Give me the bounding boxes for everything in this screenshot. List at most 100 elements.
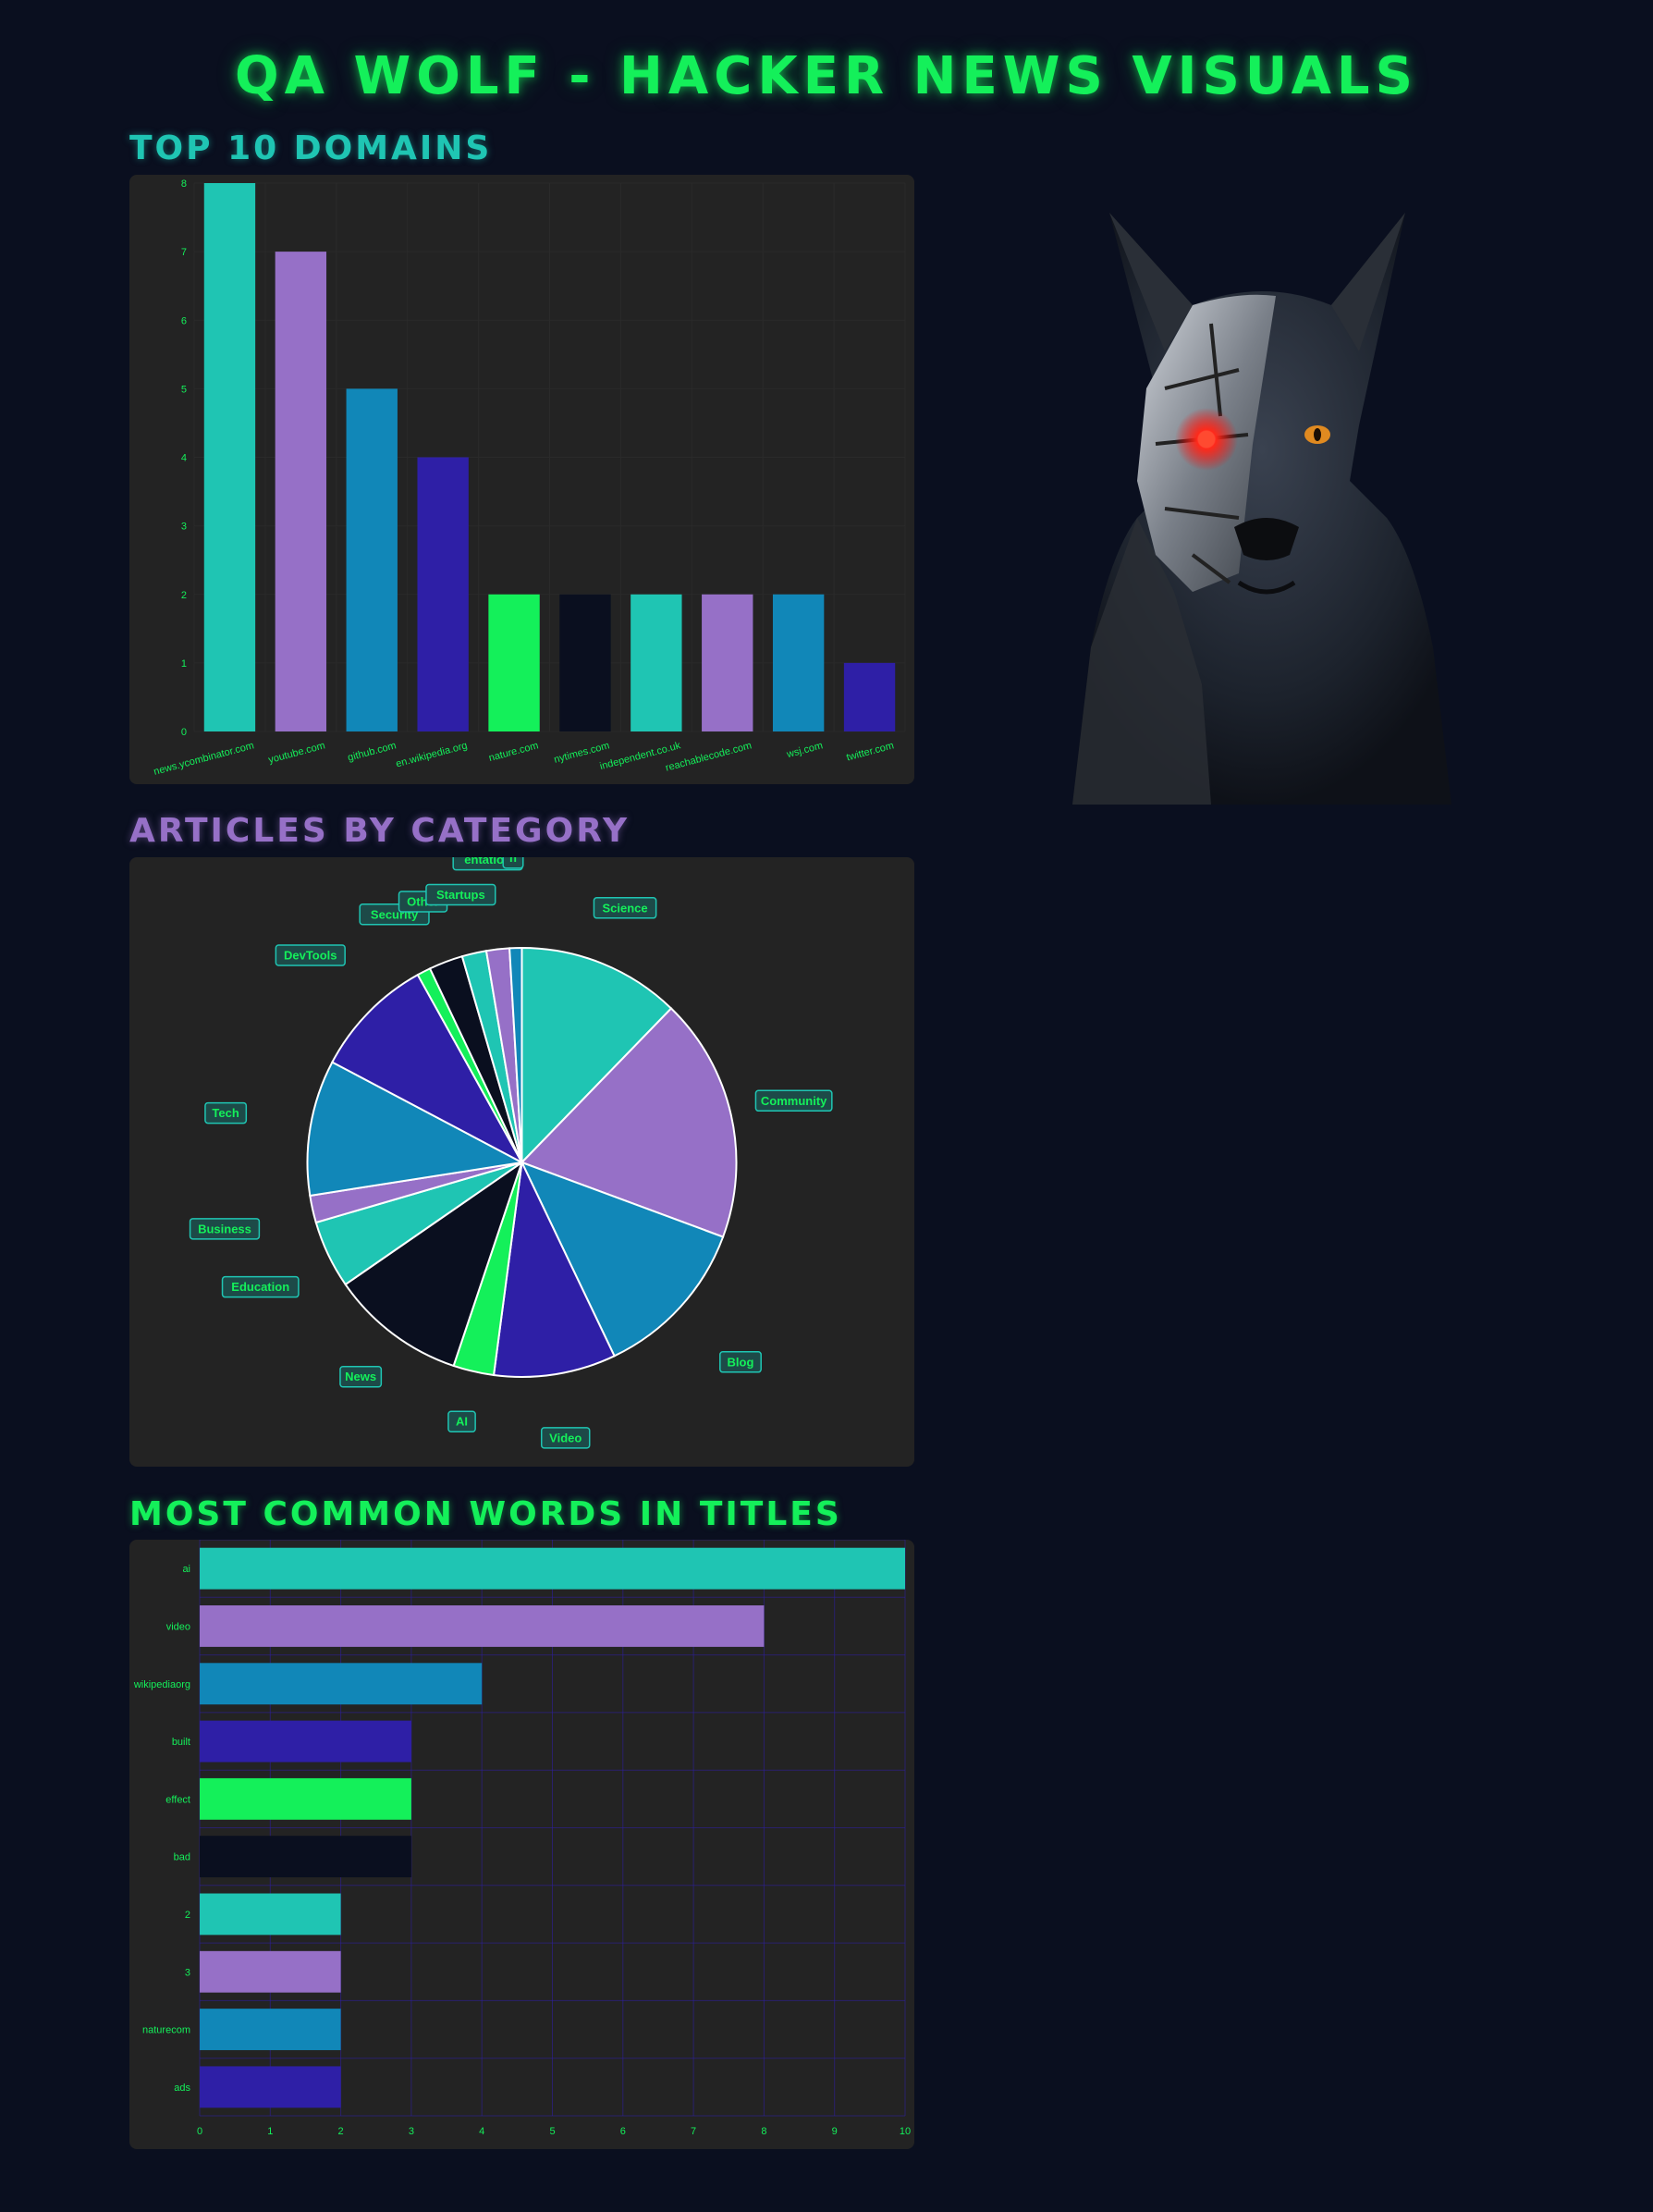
words-chart-panel: 0 1 2 3 4 5 6 7 8 9 10 ai video wikipediaorg built effe…	[129, 1540, 914, 2149]
bar	[200, 1547, 905, 1590]
y-tick-label: 7	[181, 247, 187, 258]
x-tick-label: 10	[900, 2126, 911, 2137]
pie-label-box	[425, 883, 496, 906]
y-tick-label: video	[166, 1621, 190, 1632]
pie-slice	[306, 1061, 525, 1198]
bar	[200, 1836, 411, 1878]
pie-label: Education	[231, 1280, 289, 1294]
y-tick-label: 8	[181, 178, 187, 190]
y-tick-label: 4	[181, 453, 187, 464]
pie-label: Blog	[728, 1355, 754, 1369]
y-tick-label: effect	[165, 1794, 190, 1805]
x-tick-label: news.ycombinator.com	[153, 740, 255, 778]
pie-label: Community	[761, 1094, 827, 1108]
pie-label: Startups	[436, 888, 485, 902]
bar	[559, 594, 611, 731]
bar	[417, 457, 469, 731]
pie-label-box	[754, 1089, 833, 1112]
pie-slice	[492, 1159, 616, 1378]
bar	[200, 1720, 411, 1763]
categories-pie-chart: Science Community Blog Video AI News Education…	[189, 857, 833, 1449]
y-tick-label: naturecom	[142, 2025, 190, 2036]
pie-label: Video	[549, 1431, 582, 1444]
pie-slice	[520, 946, 673, 1165]
x-tick-label: 5	[549, 2126, 555, 2137]
y-tick-label: ads	[174, 2083, 190, 2094]
pie-slice	[520, 1007, 738, 1238]
cyborg-wolf-image	[1054, 203, 1470, 805]
pie-slice	[520, 1161, 725, 1358]
x-tick-label: 4	[479, 2126, 484, 2137]
y-tick-label: 0	[181, 727, 187, 738]
x-tick-label: 1	[267, 2126, 273, 2137]
bar	[702, 594, 753, 731]
x-tick-label: 8	[761, 2126, 766, 2137]
pie-slice	[331, 973, 525, 1165]
categories-chart-panel: Science Community Blog Video AI News Education…	[129, 857, 914, 1467]
bar	[200, 2009, 341, 2050]
x-tick-label: 7	[691, 2126, 696, 2137]
y-tick-label: bad	[174, 1852, 190, 1863]
pie-slice	[344, 1160, 524, 1368]
x-tick-label: twitter.com	[845, 740, 895, 763]
pie-label: entation	[464, 857, 511, 866]
y-tick-label: 2	[185, 1910, 190, 1921]
x-tick-label: 6	[620, 2126, 626, 2137]
pie-label: DevTools	[284, 948, 337, 962]
x-tick-label: 2	[338, 2126, 344, 2137]
y-tick-label: ai	[182, 1564, 190, 1575]
pie-label: AI	[456, 1415, 468, 1429]
y-tick-label: wikipediaorg	[133, 1679, 190, 1690]
y-tick-label: 6	[181, 315, 187, 326]
x-tick-label: 0	[197, 2126, 202, 2137]
bar	[200, 1605, 765, 1647]
pie-label: News	[345, 1370, 376, 1383]
pie-label-box	[339, 1365, 383, 1388]
words-section-title: Most Common Words in Titles	[129, 1495, 842, 1533]
domains-bar-chart: 0 1 2 3 4 5 6 7 8 news.ycombinator.com youtube.com…	[153, 178, 906, 778]
pie-label-box	[593, 897, 657, 919]
bar	[200, 2066, 341, 2108]
bar	[772, 594, 825, 731]
pie-slice	[508, 946, 523, 1163]
x-tick-label: 3	[409, 2126, 414, 2137]
domains-chart-panel: 0 1 2 3 4 5 6 7 8 news.ycombinator.com youtube.com…	[129, 175, 914, 784]
words-bar-chart: 0 1 2 3 4 5 6 7 8 9 10 ai video wikipediaorg built effe…	[133, 1540, 911, 2137]
pie-label: Science	[602, 901, 647, 915]
pie-label-box	[502, 857, 524, 869]
bar	[346, 388, 398, 731]
bar	[631, 594, 682, 731]
x-tick-label: youtube.com	[267, 740, 326, 766]
pie-label-box	[221, 1275, 300, 1298]
bar	[488, 594, 540, 731]
y-tick-label: 5	[181, 384, 187, 395]
y-tick-label: built	[172, 1737, 190, 1748]
pie-label-box	[719, 1351, 762, 1373]
x-tick-label: en.wikipedia.org	[395, 740, 469, 769]
pie-label-box	[204, 1101, 248, 1124]
categories-section-title: Articles by Category	[129, 812, 631, 850]
bar	[200, 1777, 411, 1820]
y-tick-label: 2	[181, 590, 187, 601]
pie-label-box	[189, 1218, 261, 1240]
y-tick-label: 3	[185, 1967, 190, 1978]
pie-label: h	[509, 857, 517, 865]
y-tick-label: 1	[181, 658, 187, 670]
domains-section-title: Top 10 Domains	[129, 129, 493, 167]
pie-label: Business	[198, 1222, 251, 1235]
pie-label-box	[540, 1427, 591, 1449]
bar	[203, 183, 256, 731]
pie-label-box	[447, 1410, 476, 1432]
bar	[275, 252, 327, 731]
pie-label: Tech	[212, 1106, 239, 1120]
bar	[200, 1893, 341, 1936]
pie-label-box	[275, 944, 346, 966]
x-tick-label: github.com	[347, 740, 398, 764]
x-tick-label: nature.com	[487, 740, 539, 764]
x-tick-label: 9	[832, 2126, 838, 2137]
page-title: QA Wolf - Hacker News Visuals	[235, 46, 1418, 106]
bar	[200, 1950, 341, 1993]
bar	[843, 662, 896, 731]
y-tick-label: 3	[181, 522, 187, 533]
x-tick-label: wsj.com	[785, 740, 824, 760]
